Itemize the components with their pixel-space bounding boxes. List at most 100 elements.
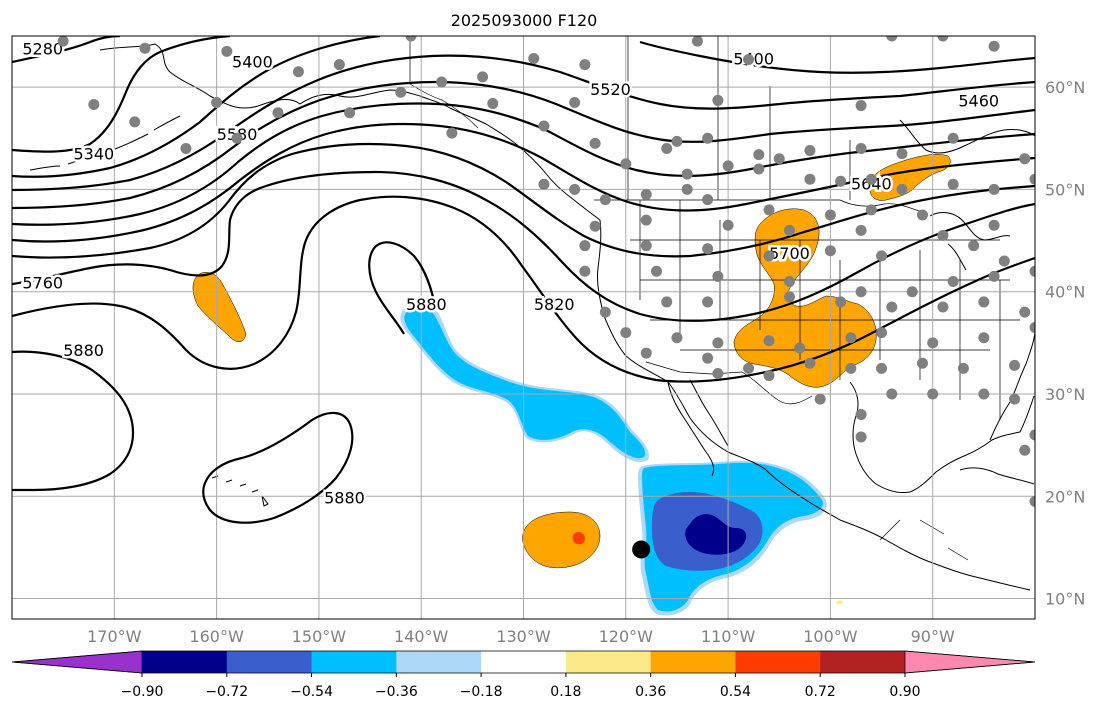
contour-label: 5880 xyxy=(63,341,104,360)
colorbar-bin xyxy=(650,651,736,673)
colorbar-bin xyxy=(565,651,652,673)
station-dot xyxy=(436,76,448,88)
lon-tick-label: 100°W xyxy=(803,627,858,646)
station-dot xyxy=(855,224,867,236)
colorbar: −0.90 −0.72 −0.54 −0.36 −0.18 0.18 0.36 0.54 0.7… xyxy=(11,650,1036,700)
station-dot xyxy=(753,149,765,161)
height-contours xyxy=(12,36,1035,524)
station-dot xyxy=(722,219,734,231)
station-dot xyxy=(712,270,724,282)
lon-tick-label: 150°W xyxy=(292,627,347,646)
station-dot xyxy=(722,160,734,172)
contour-5880-north xyxy=(368,241,438,335)
station-dot xyxy=(702,132,714,144)
station-dot xyxy=(589,137,601,149)
colorbar-bin xyxy=(735,651,821,673)
station-dot xyxy=(763,335,775,347)
lon-tick-label: 130°W xyxy=(496,627,551,646)
station-dot xyxy=(589,220,601,232)
positive-anomaly-bering-orange xyxy=(192,271,247,342)
station-dot xyxy=(814,393,826,405)
station-dot xyxy=(896,183,908,195)
contour-label: 5340 xyxy=(73,145,114,164)
station-dot xyxy=(783,291,795,303)
contour-5340 xyxy=(12,36,231,153)
lon-tick-label: 120°W xyxy=(599,627,654,646)
positive-anomaly-tropical-red xyxy=(572,531,585,545)
coastline-cuba xyxy=(959,467,1035,485)
station-dot xyxy=(804,357,816,369)
positive-anomaly-tropical-orange xyxy=(522,511,601,569)
coastline-aleutians xyxy=(29,115,181,171)
colorbar-extend-low xyxy=(11,650,143,674)
negative-anomaly-mexico-navy xyxy=(685,514,747,555)
station-dot xyxy=(855,143,867,155)
colorbar-bin xyxy=(142,651,228,673)
station-dot xyxy=(876,250,888,262)
station-dot xyxy=(1029,322,1035,333)
colorbar-tick-label: 0.54 xyxy=(720,684,751,700)
contour-5880-hawaii xyxy=(202,411,354,524)
colorbar-bins xyxy=(11,650,1036,674)
station-dot xyxy=(1019,306,1031,318)
station-dot xyxy=(937,301,949,313)
station-dot xyxy=(1029,173,1035,185)
station-dot xyxy=(538,120,550,132)
station-dot xyxy=(405,36,417,42)
station-dot xyxy=(937,36,949,42)
colorbar-tick-label: 0.72 xyxy=(805,684,836,700)
station-dot xyxy=(916,357,928,369)
map-area: 5280540054005520546053405580564057005760… xyxy=(11,35,1036,620)
station-dot xyxy=(978,388,990,400)
coastline-gulf xyxy=(849,381,1035,493)
coastline-florida-east xyxy=(989,331,1035,441)
station-dot xyxy=(988,219,1000,231)
negative-anomaly-pacific-blue xyxy=(404,307,646,459)
station-dot xyxy=(333,59,345,71)
station-dot xyxy=(896,148,908,160)
station-dot xyxy=(681,168,693,180)
positive-anomaly-tiny-yellow xyxy=(836,600,843,605)
station-dot xyxy=(211,96,223,108)
contour-5520 xyxy=(12,80,1035,210)
station-dot xyxy=(937,229,949,241)
station-dot xyxy=(599,194,611,206)
station-dot xyxy=(906,286,918,298)
station-dot xyxy=(272,107,284,119)
station-dot xyxy=(579,265,591,277)
border-central-america xyxy=(879,519,969,561)
station-dot xyxy=(824,209,836,221)
contour-label: 5460 xyxy=(958,91,999,110)
station-dot xyxy=(180,143,192,155)
station-dot xyxy=(231,132,243,144)
station-dot xyxy=(753,163,765,175)
contour-label: 5280 xyxy=(22,39,63,58)
station-dot xyxy=(988,183,1000,195)
lon-tick-label: 160°W xyxy=(189,627,244,646)
station-dot xyxy=(865,204,877,216)
station-dot xyxy=(835,175,847,187)
station-dot xyxy=(292,66,304,78)
station-dot xyxy=(988,40,1000,52)
station-dot xyxy=(661,143,673,155)
station-dot xyxy=(446,127,458,139)
station-dot xyxy=(221,45,233,57)
station-dot xyxy=(804,173,816,185)
colorbar-tick-label: −0.18 xyxy=(460,684,503,700)
station-dot xyxy=(886,388,898,400)
colorbar-tick-labels: −0.90 −0.72 −0.54 −0.36 −0.18 0.18 0.36 0.54 0.7… xyxy=(121,673,921,700)
station-dot xyxy=(712,337,724,349)
coastlines-and-borders xyxy=(29,36,1035,591)
station-dot xyxy=(620,158,632,170)
lon-tick-label: 110°W xyxy=(701,627,756,646)
station-dot xyxy=(395,86,407,98)
station-dot xyxy=(640,189,652,201)
colorbar-extend-high xyxy=(904,650,1036,674)
colorbar-tick-label: −0.54 xyxy=(290,684,333,700)
colorbar-tick-label: −0.72 xyxy=(205,684,248,700)
lat-tick-label: 30°N xyxy=(1045,385,1085,404)
station-dot xyxy=(1019,153,1031,165)
station-dot xyxy=(1029,429,1035,441)
station-dot xyxy=(620,327,632,339)
